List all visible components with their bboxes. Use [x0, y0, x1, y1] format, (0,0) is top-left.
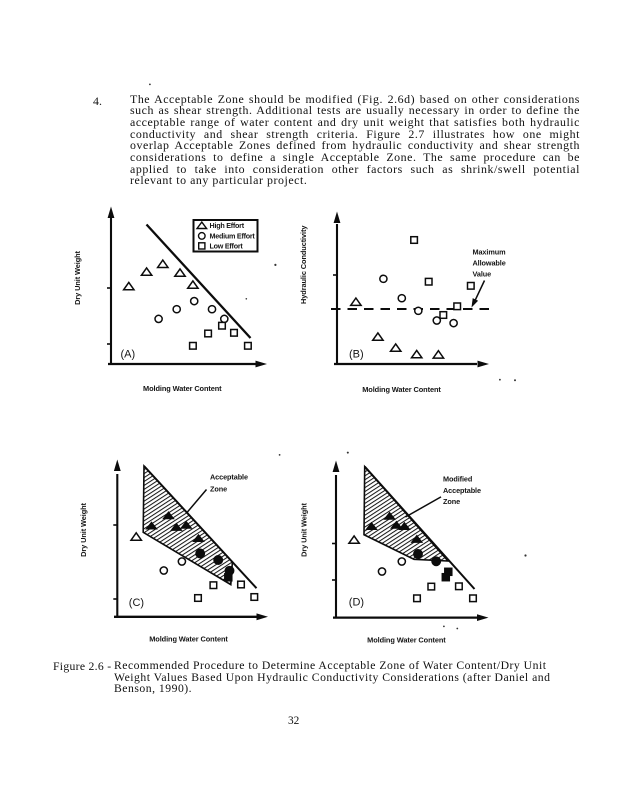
svg-text:High Effort: High Effort — [210, 221, 245, 230]
svg-text:(D): (D) — [349, 597, 364, 609]
svg-text:Molding Water Content: Molding Water Content — [149, 634, 228, 643]
svg-text:Dry Unit Weight: Dry Unit Weight — [73, 250, 82, 304]
svg-text:Acceptable: Acceptable — [210, 473, 248, 482]
svg-text:(B): (B) — [349, 349, 364, 361]
svg-text:Medium Effort: Medium Effort — [210, 232, 256, 241]
svg-text:Modified: Modified — [443, 475, 472, 484]
svg-text:Molding Water Content: Molding Water Content — [367, 635, 446, 644]
svg-text:Molding Water Content: Molding Water Content — [143, 384, 222, 393]
svg-text:Molding Water Content: Molding Water Content — [362, 385, 441, 394]
svg-text:Zone: Zone — [210, 484, 227, 493]
svg-text:Allowable: Allowable — [473, 259, 506, 268]
svg-text:Value: Value — [473, 269, 492, 278]
svg-text:Maximum: Maximum — [473, 248, 507, 257]
svg-text:Zone: Zone — [443, 497, 460, 506]
svg-text:Dry Unit Weight: Dry Unit Weight — [79, 502, 88, 556]
svg-text:(A): (A) — [121, 349, 136, 361]
svg-text:Acceptable: Acceptable — [443, 486, 481, 495]
svg-text:Low Effort: Low Effort — [210, 242, 244, 251]
svg-text:(C): (C) — [129, 597, 144, 609]
svg-text:Dry Unit Weight: Dry Unit Weight — [300, 502, 309, 556]
svg-text:Hydraulic Conductivity: Hydraulic Conductivity — [299, 225, 308, 304]
